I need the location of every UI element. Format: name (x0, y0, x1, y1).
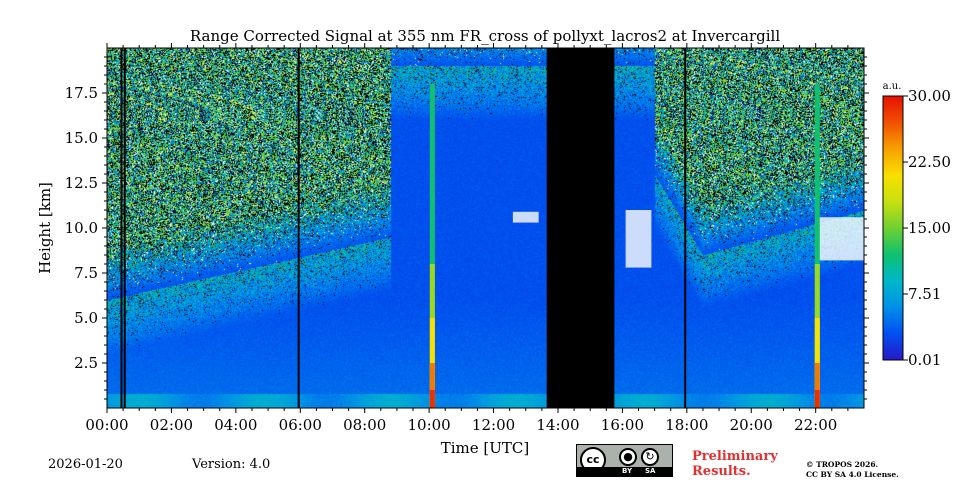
preliminary-results-text: Preliminary Results. (692, 449, 778, 479)
y-tick-label: 15.0 (65, 129, 98, 147)
y-axis-label: Height [km] (36, 182, 54, 274)
footer-date: 2026-01-20 (48, 457, 123, 472)
colorbar-tick-label: 15.00 (908, 219, 951, 237)
x-tick-label: 14:00 (536, 416, 579, 434)
colorbar-tick-label: 22.50 (908, 153, 951, 171)
x-tick-label: 10:00 (408, 416, 451, 434)
x-tick-label: 12:00 (472, 416, 515, 434)
copyright-text: © TROPOS 2026. CC BY SA 4.0 License. (806, 460, 899, 480)
cc-badge-bar (577, 467, 672, 476)
depolarization-spike-segment (429, 390, 435, 408)
y-tick-label: 12.5 (65, 174, 98, 192)
depolarization-spike-segment (814, 390, 820, 408)
depolarization-spike-segment (814, 363, 820, 408)
copyright-line-2: CC BY SA 4.0 License. (806, 470, 899, 479)
depolarization-spike-segment (429, 363, 435, 408)
y-tick-label: 2.5 (74, 354, 98, 372)
heatmap-image (107, 48, 864, 408)
attribution-icon: ● (619, 448, 637, 466)
no-data-period (546, 48, 615, 408)
x-axis-label: Time [UTC] (441, 439, 530, 457)
y-tick-label: 7.5 (74, 264, 98, 282)
y-tick-label: 5.0 (74, 309, 98, 327)
cc-sa-label: SA (645, 467, 656, 475)
colorbar-unit: a.u. (883, 81, 902, 92)
cloud-layer (815, 217, 864, 261)
y-axis: 2.5 5.0 7.5 10.0 12.5 15.0 17.5 (65, 56, 869, 400)
cloud-layer (512, 211, 539, 223)
y-tick-label: 17.5 (65, 84, 98, 102)
share-alike-icon: ↻ (641, 448, 659, 466)
colorbar-tick-label: 0.01 (908, 351, 941, 369)
x-axis: 00:00 02:00 04:00 06:00 08:00 10:00 12:00 14:00… (85, 43, 849, 434)
instrument-gap-line (123, 48, 126, 408)
colorbar-tick-label: 30.00 (908, 87, 951, 105)
plot-area (107, 48, 864, 408)
depolarization-spike-segment (429, 84, 435, 408)
x-tick-label: 04:00 (214, 416, 257, 434)
cc-license-badge[interactable]: cc ● ↻ BY SA (576, 444, 673, 477)
x-tick-label: 08:00 (343, 416, 386, 434)
instrument-gap-line (684, 48, 687, 408)
colorbar-tick-label: 7.51 (908, 285, 941, 303)
x-tick-label: 20:00 (730, 416, 773, 434)
depolarization-spike-segment (814, 84, 820, 408)
instrument-gap-line (120, 48, 123, 408)
x-tick-label: 18:00 (665, 416, 708, 434)
x-tick-label: 02:00 (150, 416, 193, 434)
chart-title: Range Corrected Signal at 355 nm FR_cros… (190, 27, 780, 45)
x-tick-label: 22:00 (794, 416, 837, 434)
colorbar: a.u. 0.01 7.51 15.00 22.50 30.00 (882, 81, 951, 369)
footer-version: Version: 4.0 (192, 457, 271, 472)
y-tick-label: 10.0 (65, 219, 98, 237)
instrument-gap-line (297, 48, 300, 408)
colorbar-scale (882, 95, 904, 361)
cc-by-label: BY (622, 467, 633, 475)
copyright-line-1: © TROPOS 2026. (806, 460, 879, 469)
x-tick-label: 00:00 (85, 416, 128, 434)
cloud-layer (625, 210, 652, 268)
x-tick-label: 06:00 (279, 416, 322, 434)
x-tick-label: 16:00 (601, 416, 644, 434)
